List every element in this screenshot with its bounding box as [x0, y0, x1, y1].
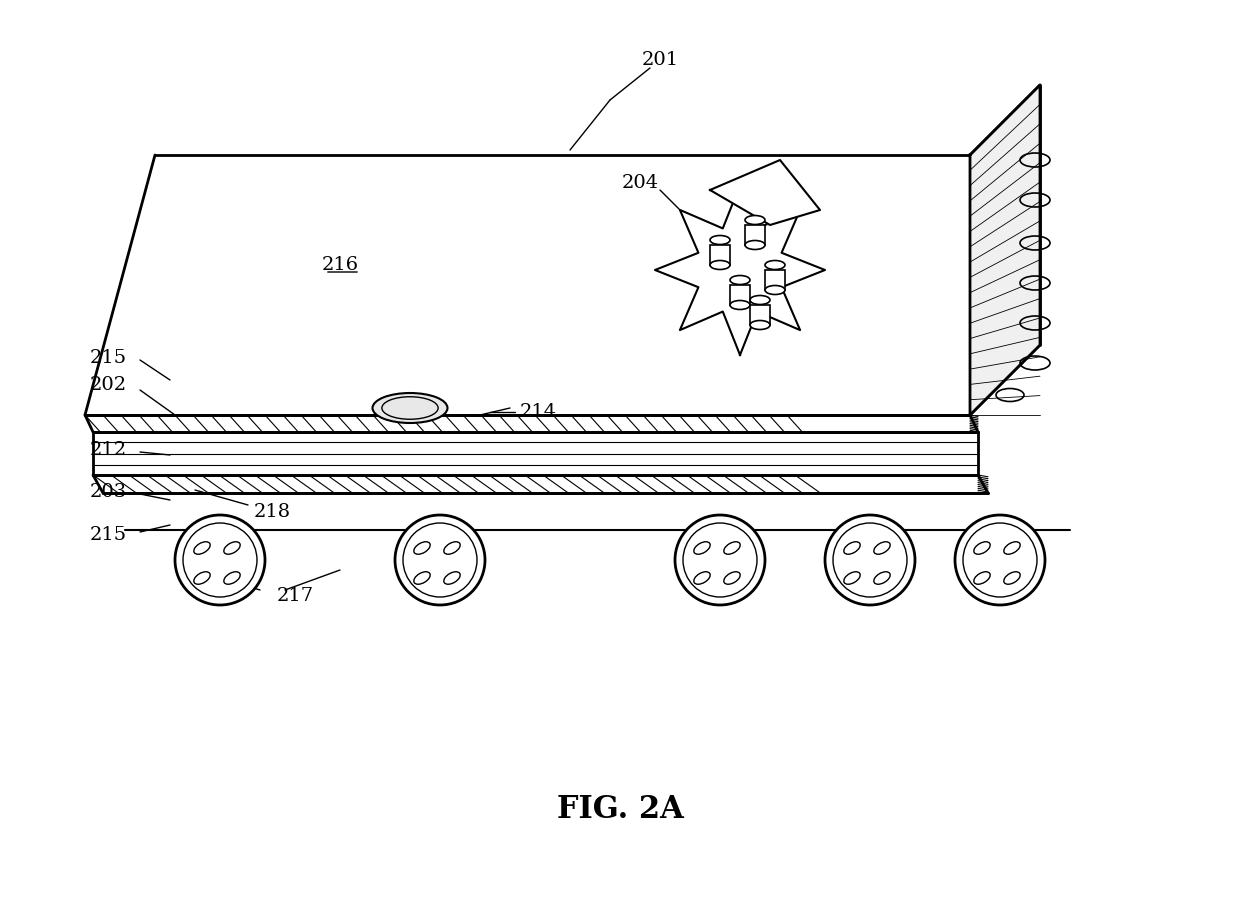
- Polygon shape: [655, 185, 825, 355]
- Ellipse shape: [765, 286, 785, 294]
- Ellipse shape: [711, 261, 730, 269]
- Ellipse shape: [730, 301, 750, 310]
- Text: 216: 216: [321, 256, 358, 274]
- Bar: [745, 225, 765, 245]
- Bar: [730, 285, 750, 305]
- Text: 214: 214: [520, 403, 557, 421]
- Circle shape: [675, 515, 765, 605]
- Ellipse shape: [745, 241, 765, 250]
- Ellipse shape: [745, 216, 765, 224]
- Text: 212: 212: [89, 441, 126, 459]
- Polygon shape: [970, 85, 1040, 415]
- Text: 203: 203: [89, 483, 126, 501]
- Ellipse shape: [372, 393, 448, 423]
- Polygon shape: [711, 160, 820, 225]
- Text: 215: 215: [89, 526, 126, 544]
- Text: 218: 218: [253, 503, 290, 521]
- Circle shape: [175, 515, 265, 605]
- Text: FIG. 2A: FIG. 2A: [557, 795, 683, 825]
- Text: 204: 204: [621, 174, 658, 192]
- Text: 217: 217: [277, 587, 314, 605]
- Ellipse shape: [750, 321, 770, 329]
- Circle shape: [825, 515, 915, 605]
- Circle shape: [396, 515, 485, 605]
- Circle shape: [955, 515, 1045, 605]
- Text: 201: 201: [641, 51, 678, 69]
- Ellipse shape: [730, 276, 750, 285]
- Ellipse shape: [711, 235, 730, 244]
- Bar: [750, 305, 770, 325]
- Text: 202: 202: [89, 376, 126, 394]
- Text: 215: 215: [89, 349, 126, 367]
- Ellipse shape: [750, 295, 770, 304]
- Ellipse shape: [765, 261, 785, 269]
- Bar: [765, 270, 785, 290]
- Bar: [711, 245, 730, 265]
